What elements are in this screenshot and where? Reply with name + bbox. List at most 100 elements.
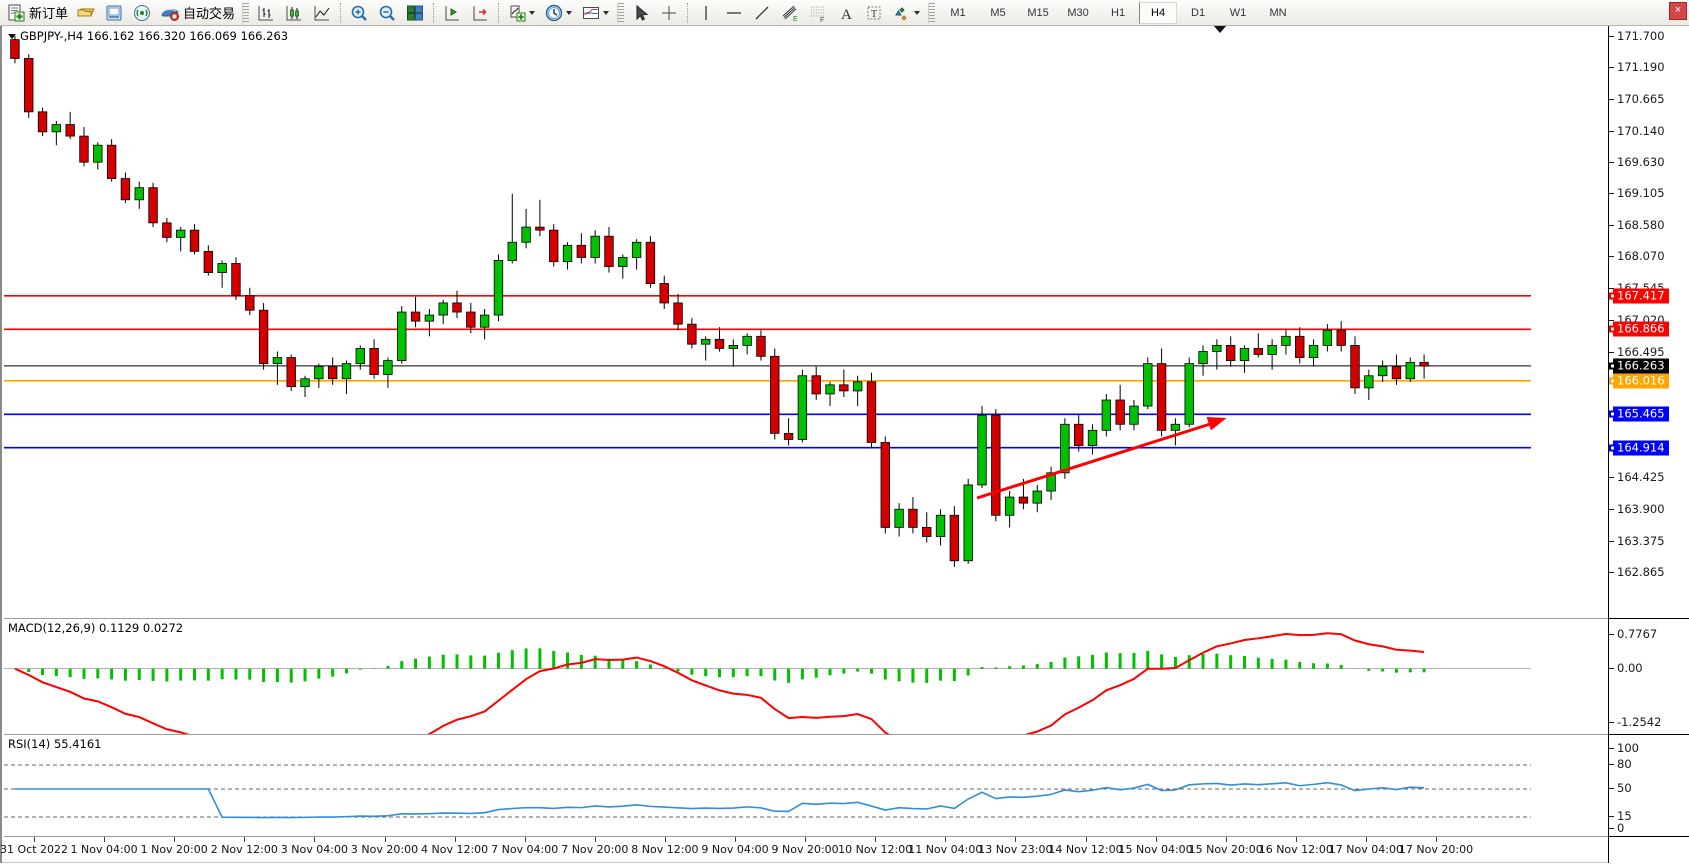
time-tick bbox=[1225, 837, 1227, 842]
price-tick bbox=[1609, 634, 1614, 635]
shapes-tool[interactable] bbox=[888, 1, 925, 25]
price-tick bbox=[1609, 66, 1614, 68]
time-axis-label: 17 Nov 20:00 bbox=[1398, 843, 1474, 856]
expert-advisors-button[interactable] bbox=[72, 1, 100, 25]
bar-chart-button[interactable] bbox=[252, 1, 280, 25]
zoom-out-icon bbox=[379, 5, 395, 21]
rsi-tick-label: 50 bbox=[1617, 781, 1632, 795]
fibonacci-tool[interactable]: F bbox=[804, 1, 832, 25]
toolbar-grip-2[interactable] bbox=[617, 2, 625, 23]
autotrading-icon bbox=[161, 8, 180, 21]
time-tick bbox=[524, 837, 526, 842]
period-separator-marker bbox=[1214, 26, 1226, 33]
toolbar-grip[interactable] bbox=[242, 2, 250, 23]
text-label-tool[interactable]: T bbox=[860, 1, 888, 25]
price-tag-handle[interactable] bbox=[1609, 377, 1616, 385]
timeframe-m15[interactable]: M15 bbox=[1027, 6, 1049, 19]
timeframe-d1[interactable]: D1 bbox=[1191, 6, 1206, 19]
crosshair-tool[interactable] bbox=[655, 1, 683, 25]
auto-scroll-button[interactable] bbox=[466, 1, 494, 25]
line-chart-button[interactable] bbox=[308, 1, 336, 25]
plot-area[interactable]: GBPJPY-,H4 166.162 166.320 166.069 166.2… bbox=[0, 26, 1689, 864]
time-tick bbox=[314, 837, 316, 842]
shapes-icon bbox=[895, 6, 907, 21]
price-tick-label: 162.865 bbox=[1617, 565, 1665, 579]
macd-tick-label: 0.00 bbox=[1617, 660, 1643, 675]
time-axis-label: 10 Nov 12:00 bbox=[838, 843, 913, 856]
price-tag-handle[interactable] bbox=[1609, 410, 1616, 418]
price-tag-handle[interactable] bbox=[1609, 325, 1616, 333]
price-chart-svg bbox=[4, 36, 1531, 567]
vertical-line-tool[interactable] bbox=[692, 1, 720, 25]
price-tag-handle[interactable] bbox=[1609, 292, 1616, 300]
price-pane[interactable]: GBPJPY-,H4 166.162 166.320 166.069 166.2… bbox=[4, 26, 1689, 618]
timeframe-h1[interactable]: H1 bbox=[1111, 6, 1126, 19]
chevron-down-icon-4 bbox=[914, 10, 921, 15]
zoom-in-button[interactable] bbox=[345, 1, 373, 25]
timeframe-w1[interactable]: W1 bbox=[1229, 6, 1247, 19]
periods-button[interactable] bbox=[540, 1, 577, 25]
timeframe-m1[interactable]: M1 bbox=[950, 6, 966, 19]
candlestick-chart-button[interactable] bbox=[280, 1, 308, 25]
price-tick bbox=[1609, 225, 1614, 227]
text-label-icon: T bbox=[867, 6, 881, 20]
close-icon[interactable]: × bbox=[1669, 2, 1687, 20]
trendline-tool[interactable] bbox=[748, 1, 776, 25]
zoom-in-icon bbox=[351, 5, 367, 21]
horizontal-line-tool[interactable] bbox=[720, 1, 748, 25]
symbol-ohlc-text: GBPJPY-,H4 166.162 166.320 166.069 166.2… bbox=[20, 29, 289, 43]
time-tick bbox=[104, 837, 106, 842]
indicators-button[interactable] bbox=[503, 1, 540, 25]
price-tag-handle[interactable] bbox=[1609, 444, 1616, 452]
price-tick-label: 166.495 bbox=[1617, 344, 1665, 359]
templates-button[interactable] bbox=[577, 1, 614, 25]
equidistant-channel-tool[interactable]: E bbox=[776, 1, 804, 25]
price-tick bbox=[1609, 193, 1614, 195]
price-tick bbox=[1609, 722, 1614, 723]
price-tag-support[interactable]: 165.465 bbox=[1609, 406, 1669, 422]
vertical-line-icon bbox=[705, 5, 707, 20]
price-tick bbox=[1609, 130, 1614, 132]
horizontal-line-icon bbox=[727, 11, 742, 14]
toolbar-grip-3[interactable] bbox=[928, 2, 936, 23]
signals-button[interactable] bbox=[128, 1, 156, 25]
time-axis-label: 13 Nov 23:00 bbox=[978, 843, 1053, 856]
main-toolbar: 新订单 bbox=[0, 0, 1689, 26]
price-scale[interactable]: 171.700 171.190 170.665 170.140 169.630 169.1… bbox=[1608, 26, 1689, 863]
timeframe-m30[interactable]: M30 bbox=[1067, 6, 1089, 19]
cursor-tool[interactable] bbox=[627, 1, 655, 25]
chart-grid-button[interactable] bbox=[401, 1, 429, 25]
rsi-tick-label: 100 bbox=[1617, 741, 1639, 755]
metaeditor-button[interactable] bbox=[100, 1, 128, 25]
price-tag-resistance[interactable]: 167.417 bbox=[1609, 288, 1669, 304]
new-order-button[interactable]: 新订单 bbox=[2, 1, 72, 25]
price-tag-resistance[interactable]: 166.866 bbox=[1609, 321, 1669, 337]
autotrading-button[interactable]: 自动交易 bbox=[156, 1, 239, 25]
zoom-out-button[interactable] bbox=[373, 1, 401, 25]
macd-tick-label: 0.7767 bbox=[1617, 627, 1658, 641]
text-tool[interactable]: A bbox=[832, 1, 860, 25]
time-axis-label: 1 Nov 20:00 bbox=[140, 843, 208, 856]
timeframe-m5[interactable]: M5 bbox=[990, 6, 1006, 19]
time-tick bbox=[664, 837, 666, 842]
time-axis-label: 7 Nov 04:00 bbox=[491, 843, 559, 856]
time-tick bbox=[945, 837, 947, 842]
scale-divider bbox=[1609, 618, 1689, 619]
macd-pane[interactable]: MACD(12,26,9) 0.1129 0.0272 bbox=[4, 618, 1689, 735]
time-tick bbox=[805, 837, 807, 842]
timeframe-mn[interactable]: MN bbox=[1269, 6, 1287, 19]
timeframe-h4[interactable]: H4 bbox=[1139, 1, 1178, 24]
price-tag-current-price[interactable]: 166.263 bbox=[1609, 358, 1669, 374]
chart-shift-button[interactable] bbox=[438, 1, 466, 25]
timeframe-group: M1 M5 M15 M30 H1 H4 D1 W1 MN bbox=[938, 1, 1298, 24]
price-tag-support[interactable]: 164.914 bbox=[1609, 440, 1669, 456]
time-axis-label: 8 Nov 12:00 bbox=[631, 843, 699, 856]
price-tick-label: 168.070 bbox=[1617, 249, 1665, 264]
rsi-pane[interactable]: RSI(14) 55.4161 bbox=[4, 734, 1689, 837]
cursor-icon bbox=[636, 4, 649, 21]
price-tick-label: 171.700 bbox=[1617, 29, 1665, 43]
price-tag-handle[interactable] bbox=[1609, 362, 1616, 370]
price-tag-pivot[interactable]: 166.016 bbox=[1609, 373, 1669, 389]
chart-area[interactable]: GBPJPY-,H4 166.162 166.320 166.069 166.2… bbox=[0, 26, 1689, 864]
